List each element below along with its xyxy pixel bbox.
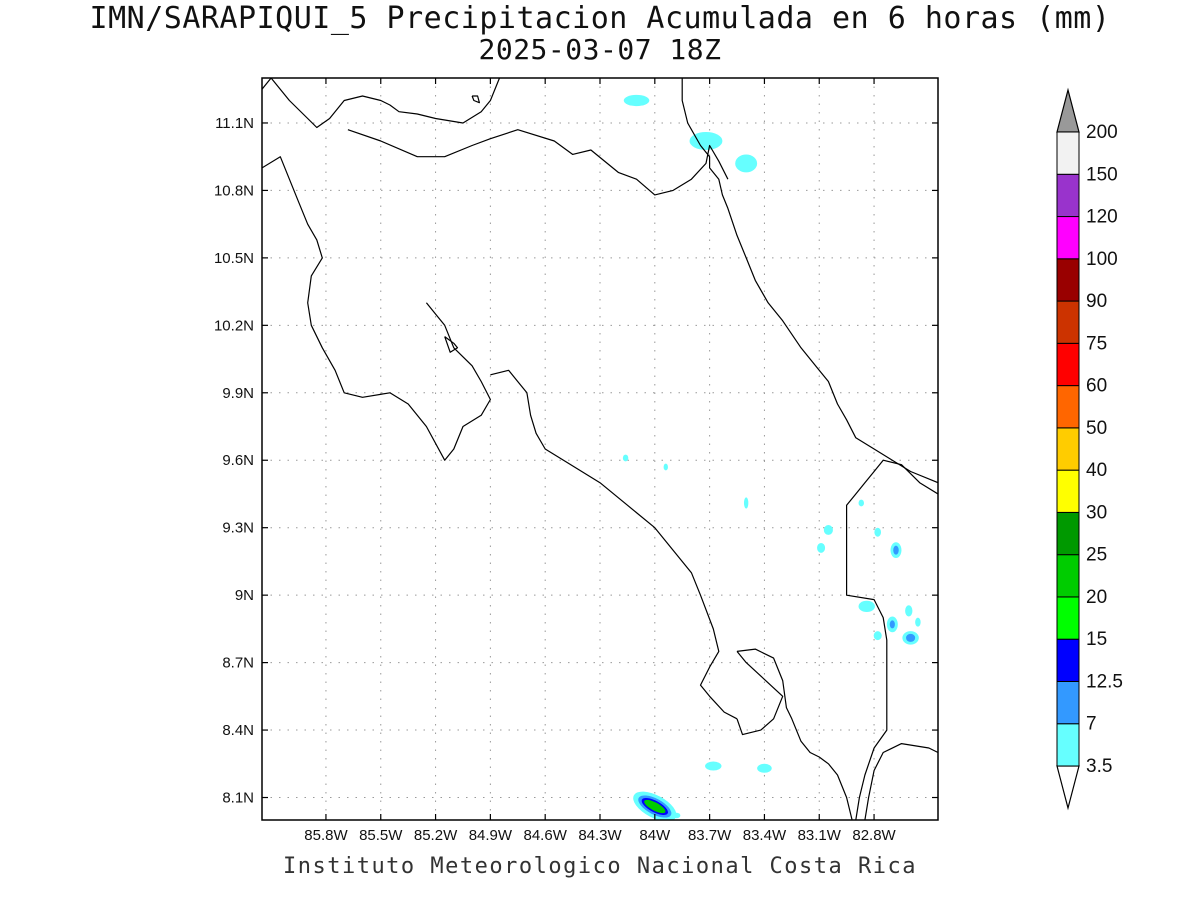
precip-area: [906, 633, 916, 642]
lon-tick-label: 84.6W: [524, 827, 568, 844]
lon-tick-label: 83.7W: [688, 827, 732, 844]
northern-border: [347, 129, 729, 196]
legend-label: 15: [1086, 629, 1107, 650]
nicaragua-lake-shore: [262, 78, 501, 129]
guanacaste-pacific-coast: [262, 156, 491, 461]
legend-swatch: [1056, 173, 1080, 218]
precip-area: [757, 763, 772, 773]
legend-label: 150: [1086, 164, 1118, 185]
precip-area: [893, 545, 899, 555]
precip-area: [663, 463, 668, 471]
precip-area: [622, 454, 629, 462]
legend-lower-triangle: [1056, 765, 1080, 811]
legend-label: 100: [1086, 249, 1118, 270]
legend-label: 75: [1086, 333, 1107, 354]
precip-area: [915, 617, 921, 627]
caribbean-north: [681, 78, 938, 484]
golfo-dulce: [736, 648, 853, 820]
lon-tick-label: 82.8W: [852, 827, 896, 844]
lon-tick-label: 85.5W: [359, 827, 403, 844]
legend-swatch: [1056, 723, 1080, 767]
lat-tick-label: 11.1N: [215, 115, 254, 132]
lake-island: [471, 95, 480, 104]
precip-area: [673, 812, 681, 819]
legend-swatch: [1056, 511, 1080, 556]
lat-tick-label: 8.7N: [222, 655, 254, 672]
lon-tick-label: 84.3W: [578, 827, 622, 844]
legend-swatch: [1056, 554, 1080, 598]
lon-tick-label: 84W: [639, 827, 671, 844]
lon-tick-label: 84.9W: [469, 827, 513, 844]
precip-area: [858, 600, 875, 613]
legend-label: 25: [1086, 545, 1107, 566]
precip-area: [874, 527, 881, 537]
precip-area: [817, 542, 826, 553]
precip-area: [905, 605, 913, 617]
color-legend: 3.5 7 12.5 15 20 25 30 40 50 60 75 90 100 120 150 200: [1056, 87, 1123, 811]
lon-tick-label: 85.8W: [304, 827, 348, 844]
lon-tick-label: 85.2W: [414, 827, 458, 844]
map-subtitle: 2025-03-07 18Z: [478, 33, 722, 66]
precip-area: [735, 154, 758, 173]
legend-upper-triangle: [1056, 87, 1080, 133]
legend-swatch: [1056, 300, 1080, 344]
legend-label: 30: [1086, 502, 1107, 523]
legend-label: 40: [1086, 460, 1107, 481]
lon-tick-label: 83.4W: [743, 827, 787, 844]
legend-swatch: [1056, 638, 1080, 682]
lat-tick-label: 8.1N: [222, 790, 254, 807]
osa-peninsula: [736, 651, 784, 736]
legend-swatch: [1056, 342, 1080, 387]
latitude-labels: 11.1N 10.8N 10.5N 10.2N 9.9N 9.6N 9.3N 9N 8.7N 8.…: [214, 115, 938, 807]
precip-area: [889, 620, 895, 629]
central-pacific-coast: [490, 369, 738, 720]
precip-area: [705, 761, 722, 771]
lat-tick-label: 10.8N: [214, 182, 254, 199]
precip-area: [623, 94, 650, 107]
legend-label: 90: [1086, 291, 1107, 312]
panama-border: [845, 459, 938, 820]
lat-tick-label: 9.9N: [222, 385, 254, 402]
lat-tick-label: 10.5N: [214, 250, 254, 267]
precip-area: [689, 131, 723, 150]
legend-label: 50: [1086, 418, 1107, 439]
legend-label: 12.5: [1086, 671, 1123, 692]
legend-label: 200: [1086, 122, 1118, 143]
coastline-layer: [262, 78, 938, 820]
map-title: IMN/SARAPIQUI_5 Precipitacion Acumulada …: [89, 1, 1111, 36]
legend-swatch: [1056, 596, 1080, 640]
legend-swatch: [1056, 216, 1080, 260]
legend-swatch: [1056, 680, 1080, 725]
legend-swatch: [1056, 469, 1080, 513]
longitude-labels: 85.8W 85.5W 85.2W 84.9W 84.6W 84.3W 84W 83.7W 83…: [304, 78, 897, 844]
lat-tick-label: 9.6N: [222, 452, 254, 469]
legend-label: 3.5: [1086, 756, 1112, 777]
lat-tick-label: 8.4N: [222, 722, 254, 739]
precip-area: [873, 631, 882, 641]
lat-tick-label: 10.2N: [214, 317, 254, 334]
panama-coast-south: [864, 742, 938, 820]
institution-footer: Instituto Meteorologico Nacional Costa R…: [282, 854, 918, 879]
legend-label: 7: [1086, 714, 1097, 735]
precip-area: [858, 499, 865, 507]
precip-area: [743, 497, 749, 509]
lon-tick-label: 83.1W: [798, 827, 842, 844]
legend-swatch: [1056, 131, 1080, 175]
lat-tick-label: 9N: [235, 587, 254, 604]
legend-swatch: [1056, 427, 1080, 471]
grid-lines: [262, 78, 938, 820]
precip-area: [644, 799, 666, 814]
legend-label: 20: [1086, 587, 1107, 608]
lat-tick-label: 9.3N: [222, 520, 254, 537]
legend-swatch: [1056, 385, 1080, 429]
legend-label: 120: [1086, 207, 1118, 228]
precipitation-layer: [622, 94, 921, 820]
gulf-nicoya-inner: [444, 336, 459, 353]
legend-swatch: [1056, 258, 1080, 302]
precip-area: [823, 524, 833, 535]
legend-label: 60: [1086, 376, 1107, 397]
